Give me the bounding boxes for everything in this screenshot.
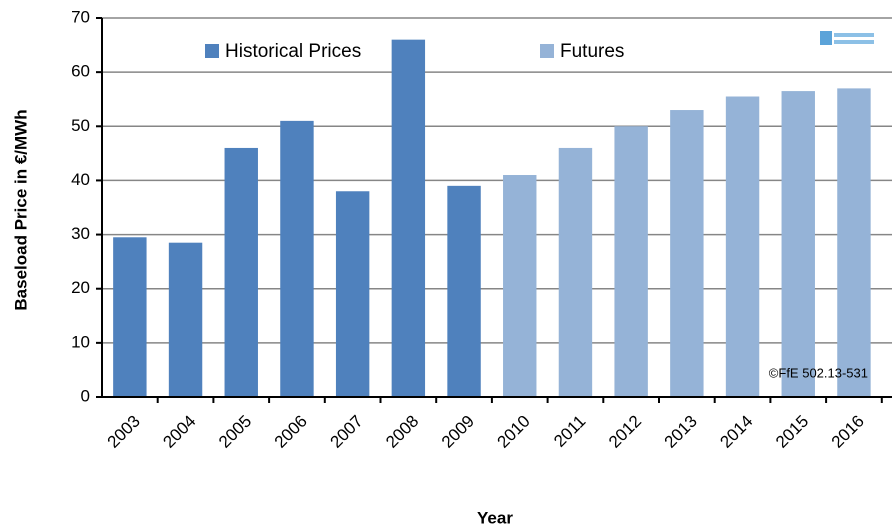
y-tick-label: 60 bbox=[71, 62, 90, 81]
bar bbox=[614, 126, 648, 398]
x-tick-label: 2003 bbox=[104, 412, 144, 452]
bar bbox=[168, 242, 203, 397]
annotation: ©FfE 502.13-531 bbox=[769, 365, 868, 380]
x-tick-label: 2010 bbox=[494, 412, 534, 452]
bar bbox=[503, 175, 537, 397]
x-tick-label: 2004 bbox=[159, 412, 199, 452]
y-axis-title: Baseload Price in €/MWh bbox=[11, 109, 30, 310]
bar bbox=[558, 147, 593, 397]
x-tick-label: 2014 bbox=[716, 412, 756, 452]
bar bbox=[335, 191, 370, 397]
x-tick-label: 2016 bbox=[828, 412, 868, 452]
y-tick-label: 30 bbox=[71, 224, 90, 243]
plot: 0 10 20 30 40 50 60 70 2003 2004 2005 2006 2007 2008 2… bbox=[71, 7, 892, 452]
x-tick-label: 2009 bbox=[438, 412, 478, 452]
x-tick-label: 2005 bbox=[215, 412, 255, 452]
y-tick-label: 20 bbox=[71, 278, 90, 297]
y-tick-label: 0 bbox=[81, 386, 90, 405]
x-tick-label: 2015 bbox=[772, 412, 812, 452]
logo bbox=[820, 31, 874, 45]
bar bbox=[280, 120, 314, 397]
x-tick-label: 2011 bbox=[550, 412, 589, 451]
x-tick-label: 2006 bbox=[271, 412, 311, 452]
bar bbox=[224, 147, 258, 397]
legend-swatch bbox=[540, 44, 554, 58]
bar bbox=[725, 96, 760, 397]
bar bbox=[447, 185, 481, 397]
legend-swatch bbox=[205, 44, 219, 58]
bar bbox=[781, 91, 815, 397]
bar bbox=[837, 88, 871, 397]
bar bbox=[670, 110, 704, 398]
x-tick-label: 2008 bbox=[382, 412, 422, 452]
x-tick-label: 2013 bbox=[661, 412, 701, 452]
x-tick-label: 2007 bbox=[326, 412, 366, 452]
y-tick-label: 10 bbox=[71, 332, 90, 351]
y-tick-label: 50 bbox=[71, 116, 90, 135]
legend-label: Historical Prices bbox=[225, 41, 361, 62]
y-tick-label: 40 bbox=[71, 170, 90, 189]
x-tick-label: 2012 bbox=[605, 412, 645, 452]
bar bbox=[113, 237, 147, 397]
bar bbox=[391, 39, 426, 398]
y-tick-label: 70 bbox=[71, 7, 90, 26]
x-axis-title: Year bbox=[477, 508, 513, 527]
legend-label: Futures bbox=[560, 41, 624, 62]
